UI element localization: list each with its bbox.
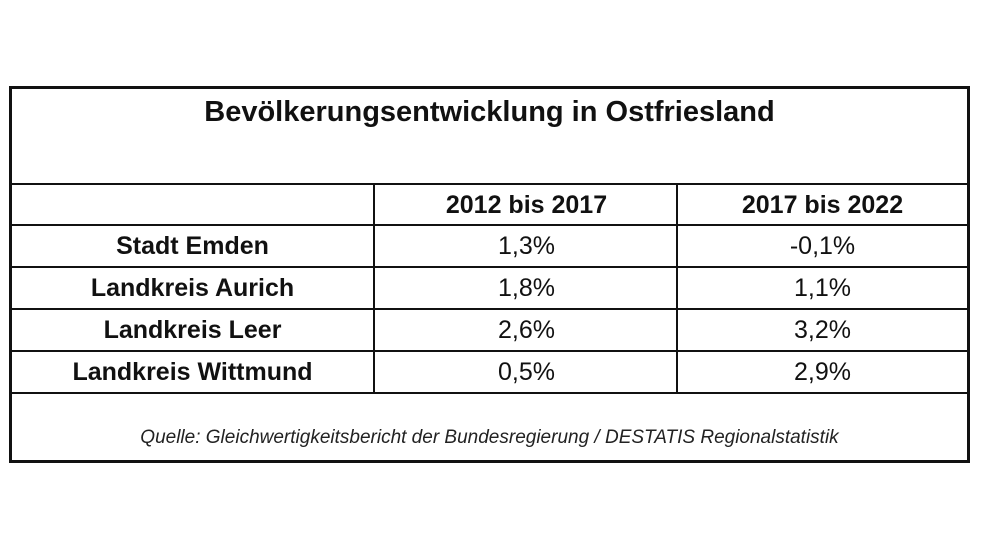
- row-label: Landkreis Leer: [103, 316, 282, 344]
- table-row: Stadt Emden 1,3% -0,1%: [12, 226, 967, 268]
- value-cell: 2,9%: [794, 358, 851, 386]
- table-title: Bevölkerungsentwicklung in Ostfriesland: [204, 96, 775, 128]
- column-divider: [373, 185, 375, 394]
- value-cell: 1,8%: [498, 274, 555, 302]
- value-cell: 1,3%: [498, 232, 555, 260]
- row-label: Landkreis Wittmund: [72, 358, 313, 386]
- table-row: Landkreis Wittmund 0,5% 2,9%: [12, 352, 967, 394]
- table-row: Landkreis Aurich 1,8% 1,1%: [12, 268, 967, 310]
- title-row: Bevölkerungsentwicklung in Ostfriesland: [12, 89, 967, 185]
- table-row: Landkreis Leer 2,6% 3,2%: [12, 310, 967, 352]
- value-cell: 1,1%: [794, 274, 851, 302]
- population-table: Bevölkerungsentwicklung in Ostfriesland …: [9, 86, 970, 463]
- value-cell: 3,2%: [794, 316, 851, 344]
- row-label: Landkreis Aurich: [90, 274, 295, 302]
- value-cell: 2,6%: [498, 316, 555, 344]
- value-cell: -0,1%: [789, 232, 856, 260]
- value-cell: 0,5%: [498, 358, 555, 386]
- source-note: Quelle: Gleichwertigkeitsbericht der Bun…: [140, 427, 839, 448]
- row-label: Stadt Emden: [116, 232, 269, 260]
- column-divider: [676, 185, 678, 394]
- column-header-2017-2022: 2017 bis 2022: [741, 191, 904, 219]
- column-header-row: 2012 bis 2017 2017 bis 2022: [12, 185, 967, 226]
- column-header-2012-2017: 2012 bis 2017: [445, 191, 608, 219]
